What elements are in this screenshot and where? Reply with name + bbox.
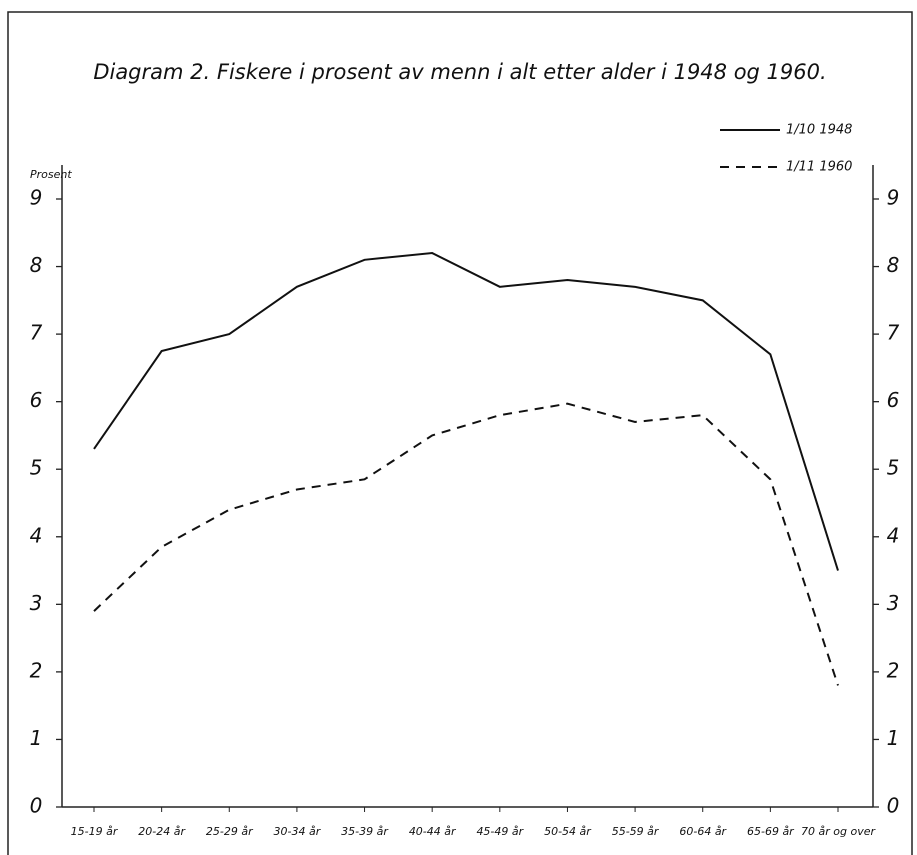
y-tick-label: 3 [887, 591, 900, 615]
y-tick-label: 3 [30, 591, 43, 615]
x-tick-label: 30-34 år [274, 825, 322, 838]
x-tick-label: 55-59 år [612, 825, 660, 838]
legend-label: 1/11 1960 [786, 160, 852, 175]
x-tick-label: 40-44 år [409, 825, 457, 838]
legend-label: 1/10 1948 [786, 123, 852, 138]
y-tick-label: 7 [30, 321, 43, 345]
x-tick-label: 35-39 år [341, 825, 389, 838]
y-tick-label: 5 [887, 456, 900, 480]
y-tick-label: 5 [30, 456, 43, 480]
x-tick-label: 25-29 år [206, 825, 254, 838]
x-tick-label: 60-64 år [679, 825, 727, 838]
y-tick-label: 1 [30, 726, 43, 750]
chart-title: Diagram 2. Fiskere i prosent av menn i a… [93, 60, 826, 84]
x-tick-label: 45-49 år [476, 825, 524, 838]
x-tick-label: 65-69 år [747, 825, 795, 838]
x-tick-label: 15-19 år [71, 825, 119, 838]
y-tick-label: 0 [887, 794, 900, 818]
y-tick-label: 1 [887, 726, 900, 750]
y-tick-label: 8 [30, 253, 43, 277]
frame [7, 11, 913, 855]
series-line [93, 402, 839, 686]
y-tick-label: 7 [887, 321, 900, 345]
y-axis-label: Prosent [30, 168, 72, 181]
y-tick-label: 0 [30, 794, 43, 818]
y-tick-label: 8 [887, 253, 900, 277]
y-tick-label: 6 [30, 388, 43, 412]
y-tick-label: 2 [30, 658, 43, 682]
series-line [93, 252, 839, 571]
y-tick-label: 2 [887, 658, 900, 682]
y-tick-label: 4 [887, 523, 900, 547]
x-tick-label: 70 år og over [801, 825, 876, 838]
x-tick-label: 20-24 år [138, 825, 186, 838]
y-tick-label: 6 [887, 388, 900, 412]
x-tick-label: 50-54 år [544, 825, 592, 838]
y-tick-label: 4 [30, 523, 43, 547]
y-tick-label: 9 [887, 186, 900, 210]
y-tick-label: 9 [30, 186, 43, 210]
